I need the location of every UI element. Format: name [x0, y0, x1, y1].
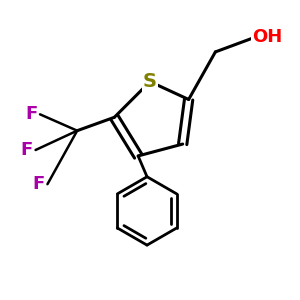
Text: F: F — [25, 105, 37, 123]
Text: OH: OH — [252, 28, 283, 46]
Text: F: F — [32, 175, 45, 193]
Text: S: S — [143, 72, 157, 91]
Text: F: F — [20, 141, 33, 159]
